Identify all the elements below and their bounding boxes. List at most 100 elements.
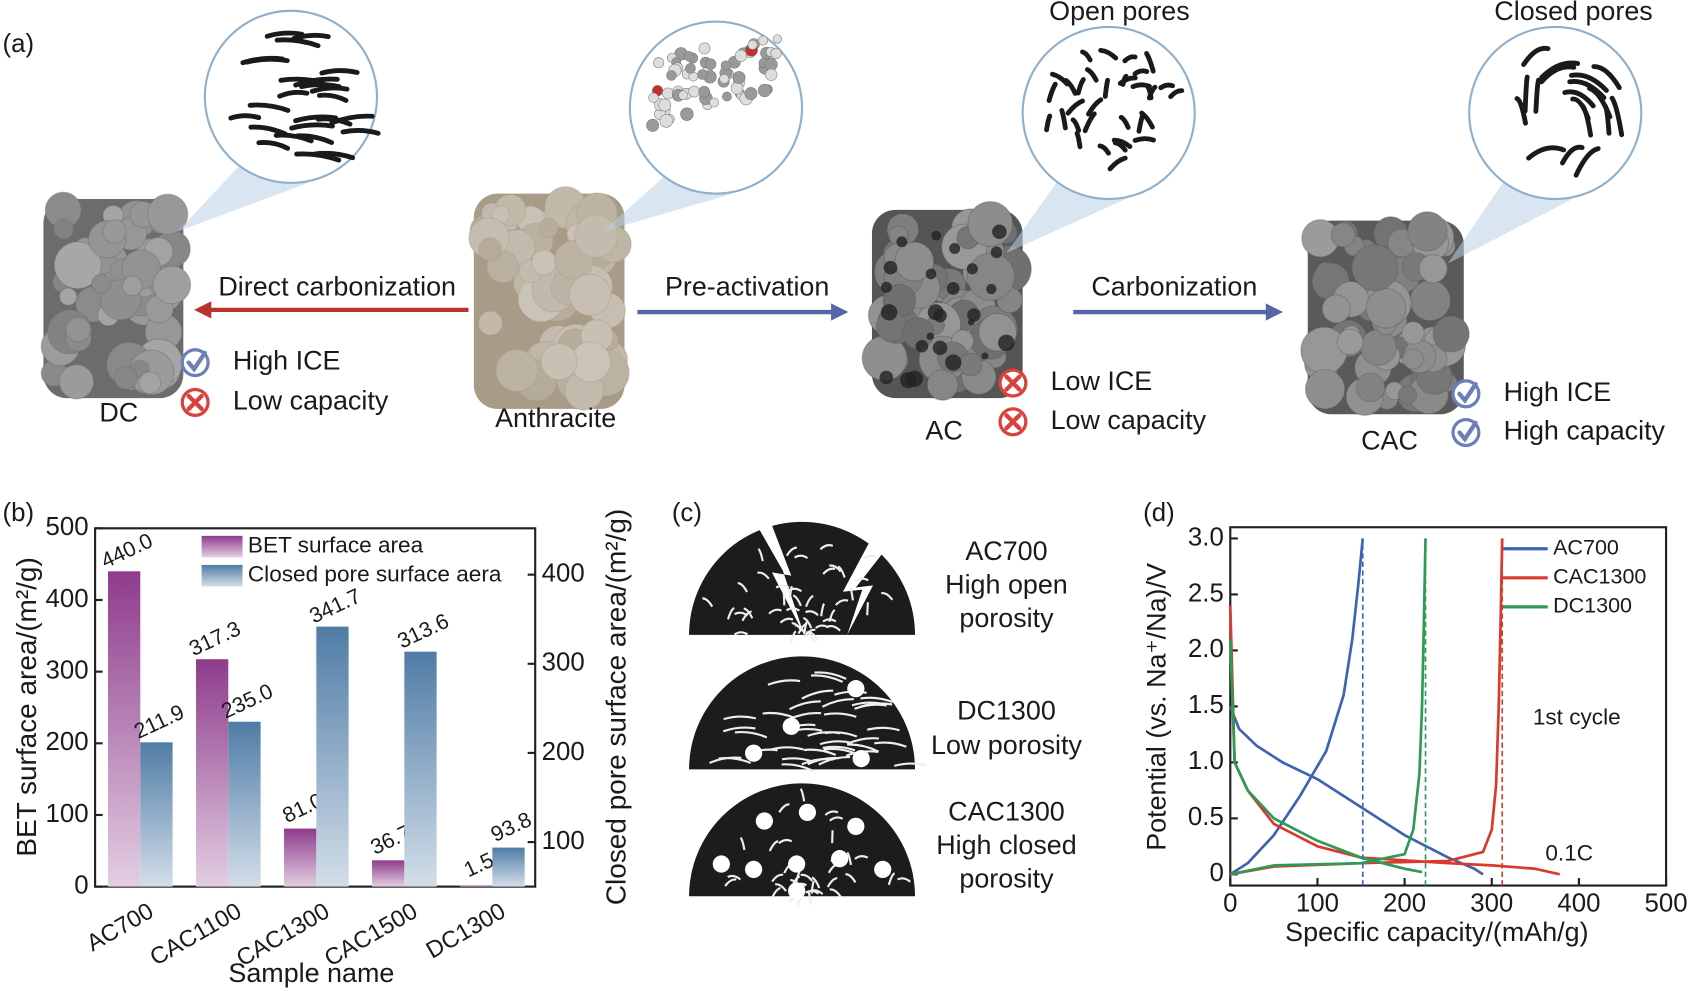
section-layer [785, 607, 801, 612]
sample-description: High closed [936, 830, 1077, 860]
section-layer [702, 597, 714, 608]
section-layer [866, 726, 900, 732]
pore [967, 318, 975, 326]
y-axis-label: Potential (vs. Na⁺/Na)/V [1141, 563, 1171, 851]
arrow-label: Direct carbonization [218, 271, 456, 301]
sample-label: CAC1300 [948, 797, 1065, 827]
y-tick-label: 0 [1209, 859, 1223, 887]
value-label: 93.8 [487, 807, 535, 846]
section-layer [810, 674, 844, 683]
zoom-circle [1468, 25, 1643, 201]
arrow-label: Carbonization [1091, 271, 1257, 301]
section-layer [854, 577, 869, 583]
carbon-layer [1587, 85, 1613, 120]
carbon-layer [1063, 78, 1078, 96]
particle-bump [59, 287, 78, 306]
curve [1228, 538, 1561, 876]
particle [40, 191, 192, 400]
bar [460, 885, 493, 887]
section-layer [897, 877, 911, 883]
property-label: High ICE [1504, 377, 1612, 407]
carbon-layer [299, 82, 342, 90]
particle-bump [113, 365, 138, 390]
crack [842, 543, 883, 635]
section-layer [771, 887, 781, 899]
panel-label: (d) [1143, 499, 1175, 527]
section-layer [824, 810, 839, 816]
section-layer [771, 873, 784, 883]
carbon-layer [1568, 72, 1609, 93]
carbon-layer [256, 140, 291, 151]
legend-swatch [201, 564, 243, 587]
section-layer [792, 594, 802, 607]
carbon-layer [1117, 75, 1138, 86]
section-layer [768, 608, 782, 615]
particle-bump [65, 316, 91, 343]
section-layer [741, 610, 752, 622]
section-layer [785, 546, 797, 557]
section-layer [810, 880, 815, 894]
carbon-layer [247, 102, 291, 113]
carbon-layer [293, 76, 340, 88]
pore [880, 304, 898, 321]
section-layer [835, 599, 849, 606]
particle-bump [91, 273, 112, 294]
section-layer [727, 874, 742, 881]
carbon-layer [1132, 136, 1156, 143]
y-tick-label: 1.0 [1188, 747, 1224, 775]
section-layer [734, 730, 768, 739]
carbon-layer [1059, 108, 1068, 131]
section-layer [800, 873, 814, 882]
carbon-layer [316, 92, 349, 103]
section-layer [778, 803, 790, 813]
pore [755, 812, 773, 830]
particle-bump [53, 241, 102, 290]
particle-bump [967, 201, 1014, 247]
y-tick-label: 2.0 [1188, 635, 1224, 663]
carbon-layer [1538, 64, 1577, 85]
carbon-layer [1107, 155, 1128, 172]
section-layer [820, 603, 826, 617]
section-layer [887, 872, 896, 886]
particle-bump [478, 237, 503, 262]
zoom-content [228, 30, 381, 163]
pore [900, 372, 917, 389]
crack [756, 519, 805, 635]
y2-tick-label: 200 [542, 738, 585, 766]
y-axis-label: BET surface area/(m²/g) [11, 557, 42, 856]
y-tick-label: 0 [74, 871, 88, 899]
section-layer [874, 741, 907, 748]
section-layer [788, 585, 793, 600]
pore [925, 268, 937, 280]
legend-label: Closed pore surface aera [248, 562, 502, 587]
atom [653, 57, 665, 69]
carbon-layer [1044, 113, 1053, 133]
carbon-layer [240, 55, 285, 66]
pore [990, 246, 1003, 259]
pore [874, 860, 892, 879]
particle-bump [477, 310, 504, 336]
value-label: 440.0 [97, 528, 156, 573]
carbon-layer [1111, 137, 1133, 150]
pore [788, 882, 806, 900]
panel-label: (c) [672, 499, 702, 527]
section-layer [814, 671, 847, 680]
particle-bump [1397, 385, 1418, 405]
section-layer [860, 696, 893, 704]
material-label: CAC [1361, 425, 1418, 455]
pore [932, 340, 948, 356]
pore [883, 260, 898, 275]
atom [744, 87, 758, 100]
atom [666, 70, 677, 81]
carbon-layer [228, 113, 262, 121]
section-layer [709, 756, 742, 764]
atom [709, 97, 719, 108]
carbon-layer [289, 122, 335, 131]
pore [967, 308, 981, 322]
pore [880, 281, 892, 293]
section-layer [866, 602, 870, 616]
atom [705, 58, 717, 70]
section-layer [846, 851, 853, 866]
carbon-layer [1145, 85, 1154, 101]
value-label: 313.6 [394, 609, 453, 654]
